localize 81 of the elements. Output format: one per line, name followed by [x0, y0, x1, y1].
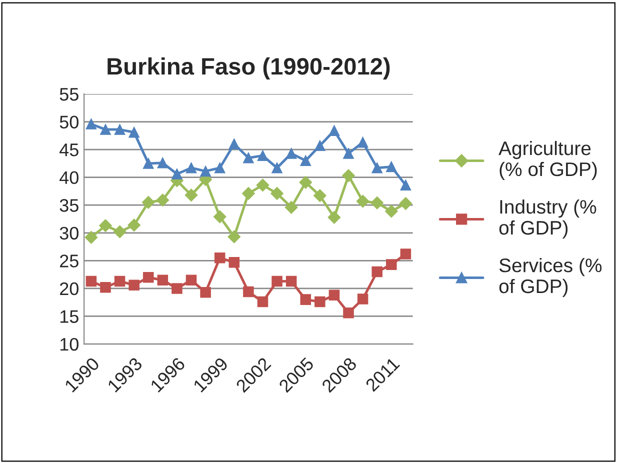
point	[372, 162, 382, 174]
point	[384, 204, 398, 218]
point	[286, 276, 297, 287]
y-tick-label: 35	[60, 199, 78, 212]
point	[328, 125, 340, 136]
point	[157, 274, 168, 286]
point	[343, 148, 354, 159]
legend-label: Services (% of GDP)	[499, 258, 602, 298]
point	[357, 136, 368, 148]
point	[128, 218, 140, 232]
point	[172, 283, 182, 294]
point	[299, 176, 312, 189]
legend-label: Agriculture (% of GDP)	[498, 140, 597, 180]
y-tick-label: 55	[60, 88, 78, 101]
point	[142, 158, 154, 169]
point	[142, 272, 154, 283]
point	[328, 210, 341, 224]
point	[157, 158, 168, 168]
point	[114, 124, 126, 135]
point	[386, 259, 397, 270]
y-tick-label: 40	[60, 171, 78, 184]
point	[343, 308, 354, 318]
point	[400, 180, 412, 190]
point	[370, 196, 384, 210]
point	[186, 274, 197, 286]
y-tick-label: 50	[60, 116, 78, 128]
point	[372, 266, 382, 278]
point	[184, 188, 198, 202]
point	[86, 276, 97, 287]
y-tick-label: 25	[60, 254, 78, 268]
point	[172, 168, 182, 180]
point	[356, 194, 370, 208]
point	[328, 290, 340, 300]
point	[342, 169, 355, 182]
chart-title: Burkina Faso (1990-2012)	[108, 57, 390, 80]
point	[243, 286, 254, 298]
point	[300, 294, 311, 305]
point	[256, 178, 270, 192]
point	[86, 118, 97, 130]
point	[286, 148, 297, 159]
point	[357, 294, 368, 304]
point	[114, 276, 126, 287]
point	[156, 194, 170, 207]
point	[200, 286, 211, 298]
point	[400, 248, 412, 260]
point	[100, 282, 111, 293]
point	[242, 187, 255, 200]
point	[128, 280, 140, 290]
y-tick-label: 15	[60, 310, 78, 323]
point	[200, 166, 211, 177]
point	[186, 162, 197, 174]
point	[314, 140, 326, 152]
point	[142, 196, 155, 209]
point	[313, 189, 326, 202]
point	[100, 124, 111, 135]
point	[257, 150, 268, 162]
point	[284, 200, 298, 214]
y-tick-label: 20	[60, 282, 78, 296]
point	[257, 296, 268, 308]
point	[228, 230, 241, 244]
point	[399, 197, 412, 210]
point	[272, 162, 282, 174]
y-tick-label: 10	[60, 338, 78, 351]
legend-label: Industry (% of GDP)	[499, 199, 596, 239]
point	[99, 219, 112, 232]
y-tick-label: 45	[60, 144, 78, 156]
point	[228, 256, 240, 268]
point	[214, 252, 226, 264]
point	[228, 138, 240, 150]
point	[243, 152, 254, 164]
point	[386, 161, 397, 172]
point	[270, 187, 284, 200]
point	[272, 276, 282, 287]
point	[128, 126, 140, 138]
y-tick-label: 30	[60, 226, 78, 240]
point	[314, 296, 326, 308]
point	[213, 210, 226, 224]
point	[113, 225, 126, 238]
point	[84, 230, 98, 244]
point	[300, 155, 311, 166]
point	[214, 162, 226, 174]
